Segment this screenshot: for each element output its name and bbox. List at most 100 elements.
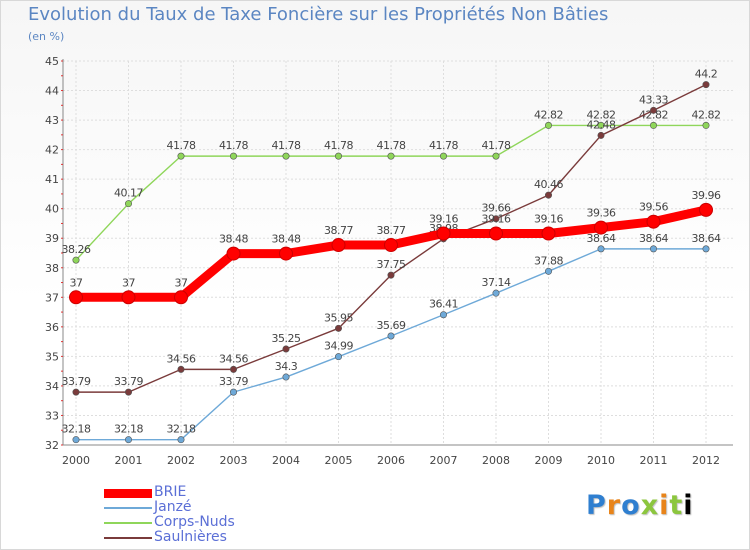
x-tick-label: 2001	[115, 454, 143, 467]
legend-label-saulnieres: Saulnières	[154, 529, 227, 545]
data-point-corps-nuds	[282, 152, 290, 160]
data-label-janze: 36.41	[429, 298, 458, 311]
data-label-saulnieres: 40.46	[534, 178, 563, 191]
legend-item-corps-nuds: Corps-Nuds	[104, 514, 304, 530]
y-tick-label: 39	[45, 232, 59, 245]
data-label-janze: 34.99	[324, 340, 353, 353]
data-point-saulnieres	[230, 365, 238, 373]
data-label-corps-nuds: 42.82	[534, 108, 563, 121]
y-tick-label: 36	[45, 321, 59, 334]
data-label-saulnieres: 33.79	[114, 375, 143, 388]
data-label-corps-nuds: 41.78	[482, 139, 511, 152]
data-point-janze	[230, 388, 238, 396]
data-point-brie	[489, 226, 503, 241]
x-tick-label: 2012	[692, 454, 720, 467]
data-point-saulnieres	[282, 345, 290, 353]
data-point-saulnieres	[387, 271, 395, 279]
data-point-saulnieres	[649, 106, 657, 114]
data-point-janze	[702, 245, 710, 253]
data-label-janze: 37.14	[482, 276, 511, 289]
data-point-janze	[72, 436, 80, 444]
y-tick-label: 33	[45, 409, 59, 422]
data-point-corps-nuds	[439, 152, 447, 160]
y-tick-label: 32	[45, 439, 59, 452]
series-janze: 32.18 32.18 32.18 33.79 34.3 34.99 35.69 36.41 3…	[62, 232, 721, 444]
data-label-saulnieres: 34.56	[167, 352, 196, 365]
data-label-saulnieres: 33.79	[62, 375, 91, 388]
data-label-janze: 38.64	[639, 232, 668, 245]
data-label-brie: 38.48	[219, 233, 248, 246]
data-point-brie	[174, 290, 188, 305]
y-tick-label: 40	[45, 203, 59, 216]
data-label-saulnieres: 42.48	[587, 118, 616, 131]
y-tick-label: 34	[45, 380, 59, 393]
data-label-corps-nuds: 41.78	[272, 139, 301, 152]
data-label-corps-nuds: 41.78	[377, 139, 406, 152]
data-point-janze	[387, 332, 395, 340]
data-point-saulnieres	[702, 81, 710, 89]
data-label-saulnieres: 37.75	[377, 258, 406, 271]
data-point-corps-nuds	[72, 256, 80, 264]
data-label-brie: 38.77	[377, 224, 406, 237]
legend: BRIE Janzé Corps-Nuds Saulnières	[104, 484, 304, 545]
data-label-saulnieres: 35.25	[272, 332, 301, 345]
data-point-saulnieres	[334, 324, 342, 332]
chart-title: Evolution du Taux de Taxe Foncière sur l…	[28, 4, 609, 25]
data-point-brie	[279, 246, 293, 261]
data-point-brie	[226, 246, 241, 261]
legend-swatch-saulnieres	[104, 536, 152, 539]
data-point-corps-nuds	[177, 152, 185, 160]
data-label-corps-nuds: 38.26	[62, 243, 91, 256]
data-label-brie: 39.16	[534, 213, 563, 226]
data-label-janze: 32.18	[114, 423, 143, 436]
x-tick-label: 2005	[325, 454, 353, 467]
data-point-corps-nuds	[230, 152, 238, 160]
data-point-corps-nuds	[544, 121, 552, 129]
data-point-brie	[384, 238, 398, 253]
data-label-corps-nuds: 41.78	[167, 139, 196, 152]
data-point-janze	[649, 245, 657, 253]
data-label-saulnieres: 34.56	[219, 352, 248, 365]
data-point-brie	[331, 238, 346, 253]
series-brie: 37 37 37 38.48 38.48 38.77 38.77 39.16 39.16 39.1…	[69, 189, 721, 305]
logo-letter: i	[683, 490, 694, 521]
data-label-brie: 39.56	[639, 201, 668, 214]
data-point-brie	[646, 214, 661, 229]
x-tick-label: 2000	[62, 454, 90, 467]
data-point-saulnieres	[72, 388, 80, 396]
data-label-corps-nuds: 42.82	[587, 108, 616, 121]
x-tick-label: 2003	[220, 454, 248, 467]
logo-letter: o	[621, 490, 641, 521]
y-tick-label: 45	[45, 55, 59, 68]
data-label-brie: 38.77	[324, 224, 353, 237]
data-label-brie: 39.16	[429, 213, 458, 226]
data-point-corps-nuds	[597, 121, 605, 129]
data-point-brie	[699, 202, 713, 217]
data-point-janze	[439, 311, 447, 319]
y-tick-label: 43	[45, 114, 59, 127]
data-point-janze	[282, 373, 290, 381]
data-label-janze: 34.3	[275, 360, 298, 373]
data-point-corps-nuds	[125, 200, 133, 208]
legend-label-corps-nuds: Corps-Nuds	[154, 514, 235, 530]
legend-item-janze: Janzé	[104, 499, 304, 515]
x-tick-label: 2002	[167, 454, 195, 467]
data-label-saulnieres: 39.66	[482, 202, 511, 215]
data-label-brie: 38.48	[272, 233, 301, 246]
data-point-brie	[121, 290, 136, 305]
data-point-janze	[544, 267, 552, 275]
x-tick-label: 2008	[482, 454, 510, 467]
data-point-corps-nuds	[492, 152, 500, 160]
data-label-saulnieres: 44.2	[695, 68, 718, 81]
legend-swatch-corps-nuds	[104, 521, 152, 524]
legend-label-janze: Janzé	[154, 499, 192, 515]
data-point-janze	[334, 353, 342, 361]
legend-swatch-brie	[104, 488, 152, 498]
y-tick-label: 35	[45, 350, 59, 363]
data-label-saulnieres: 35.95	[324, 311, 353, 324]
data-label-corps-nuds: 42.82	[639, 108, 668, 121]
data-point-janze	[492, 289, 500, 297]
x-tick-label: 2009	[535, 454, 563, 467]
y-tick-label: 38	[45, 262, 59, 275]
